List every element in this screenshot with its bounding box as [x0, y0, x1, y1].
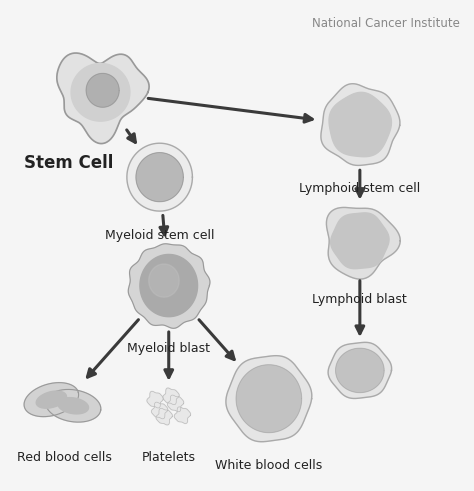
Polygon shape: [152, 402, 168, 419]
Polygon shape: [149, 264, 179, 297]
Polygon shape: [86, 74, 119, 107]
Polygon shape: [156, 409, 173, 425]
Polygon shape: [24, 382, 79, 417]
Polygon shape: [331, 213, 389, 269]
Polygon shape: [336, 348, 384, 392]
Polygon shape: [147, 391, 163, 408]
Text: Lymphoid stem cell: Lymphoid stem cell: [299, 182, 420, 195]
Polygon shape: [167, 395, 184, 412]
Polygon shape: [36, 391, 66, 408]
Text: Red blood cells: Red blood cells: [17, 451, 111, 464]
Polygon shape: [236, 365, 301, 433]
Text: Stem Cell: Stem Cell: [24, 154, 113, 171]
Polygon shape: [71, 63, 130, 121]
Polygon shape: [58, 398, 89, 414]
Text: Myeloid blast: Myeloid blast: [127, 342, 210, 355]
Polygon shape: [174, 407, 191, 424]
Polygon shape: [140, 254, 198, 317]
Polygon shape: [46, 389, 101, 422]
Polygon shape: [321, 84, 400, 165]
Text: White blood cells: White blood cells: [215, 459, 322, 471]
Polygon shape: [57, 53, 149, 143]
Polygon shape: [226, 355, 312, 442]
Polygon shape: [127, 143, 192, 211]
Polygon shape: [329, 92, 392, 157]
Text: Myeloid stem cell: Myeloid stem cell: [105, 229, 214, 242]
Polygon shape: [163, 388, 179, 405]
Polygon shape: [128, 244, 210, 328]
Polygon shape: [328, 342, 392, 399]
Text: Platelets: Platelets: [142, 451, 196, 464]
Text: Lymphoid blast: Lymphoid blast: [312, 293, 407, 305]
Text: National Cancer Institute: National Cancer Institute: [312, 17, 460, 30]
Polygon shape: [327, 207, 400, 279]
Polygon shape: [136, 153, 183, 202]
